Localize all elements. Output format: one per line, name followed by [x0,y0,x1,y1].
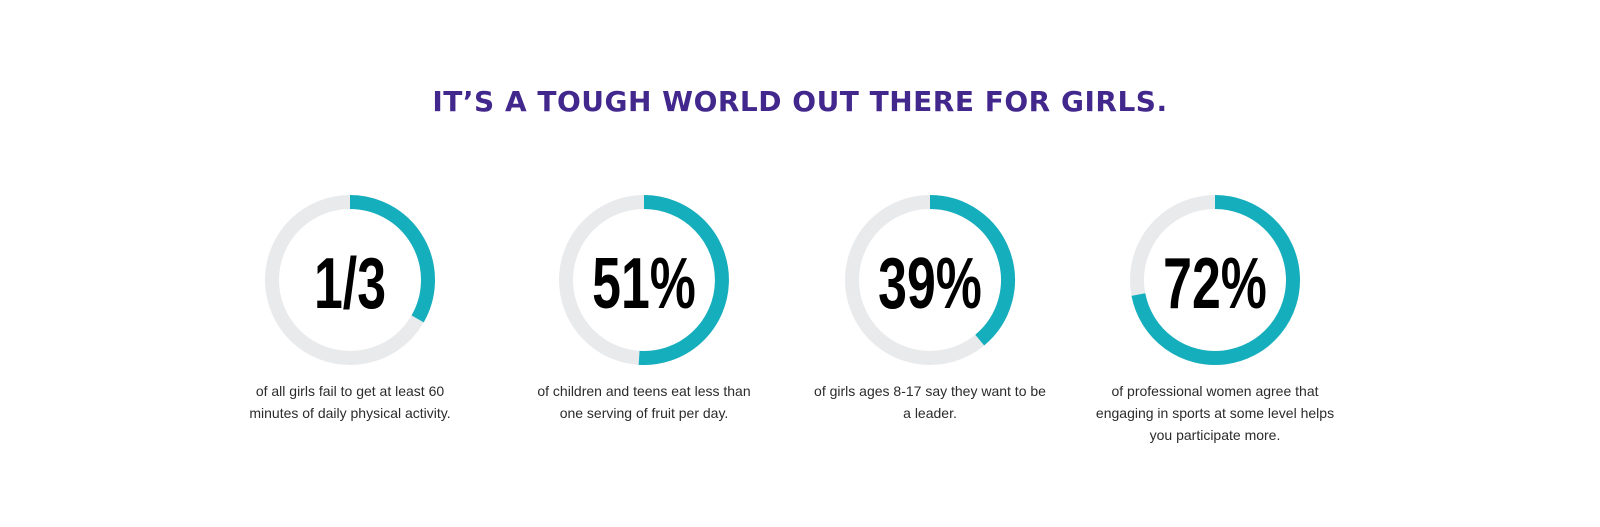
stat-fruit-serving: 51% of children and teens eat less than … [514,190,774,424]
ring-progress-arc [1131,195,1300,365]
ring-chart-sports-participation: 72% [1130,195,1300,365]
stat-value: 51% [592,244,696,324]
stat-sports-participation: 72% of professional women agree that eng… [1085,190,1345,446]
stat-girls-activity: 1/3 of all girls fail to get at least 60… [220,190,480,424]
stat-value: 72% [1163,244,1267,324]
ring-progress-arc [638,195,729,365]
ring-progress-arc [929,195,1015,346]
ring-progress-arc [349,195,435,323]
stat-value: 1/3 [314,244,386,324]
ring-chart-leader: 39% [845,195,1015,365]
stat-description: of girls ages 8-17 say they want to be a… [814,383,1046,421]
stat-description: of all girls fail to get at least 60 min… [249,383,451,421]
stat-leader: 39% of girls ages 8-17 say they want to … [800,190,1060,424]
page-title: IT’S A TOUGH WORLD OUT THERE FOR GIRLS. [432,85,1168,118]
stat-value: 39% [878,244,982,324]
ring-chart-fruit-serving: 51% [559,195,729,365]
stat-description: of professional women agree that engagin… [1095,383,1335,443]
ring-chart-girls-activity: 1/3 [265,195,435,365]
stat-description: of children and teens eat less than one … [537,383,751,421]
